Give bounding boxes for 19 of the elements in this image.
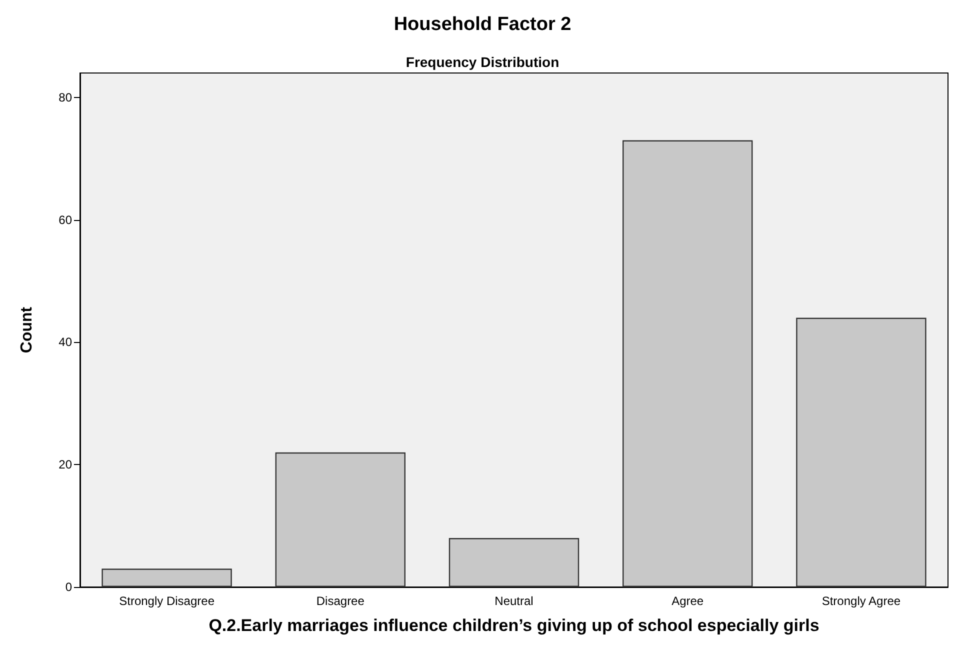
y-tick-label: 40	[58, 335, 72, 350]
chart-title: Household Factor 2	[394, 14, 572, 35]
x-tick-label: Neutral	[494, 594, 534, 608]
y-tick-label: 80	[58, 90, 72, 104]
y-axis-title: Count	[18, 306, 36, 354]
bar	[275, 452, 406, 587]
y-tick-label: 20	[58, 458, 72, 472]
x-tick-label: Agree	[672, 594, 704, 608]
x-tick-label: Strongly Agree	[822, 594, 901, 608]
bar	[448, 538, 580, 587]
bar	[796, 318, 926, 587]
y-tick-label: 0	[65, 580, 72, 594]
y-tick-label: 60	[58, 212, 72, 227]
chart-subtitle: Frequency Distribution	[406, 54, 560, 70]
bar	[622, 140, 753, 587]
bar	[102, 568, 232, 587]
x-tick-label: Disagree	[316, 594, 365, 608]
x-tick-label: Strongly Disagree	[119, 594, 215, 608]
x-axis-title: Q.2.Early marriages influence children’s giving up of school especially girls	[208, 616, 820, 635]
